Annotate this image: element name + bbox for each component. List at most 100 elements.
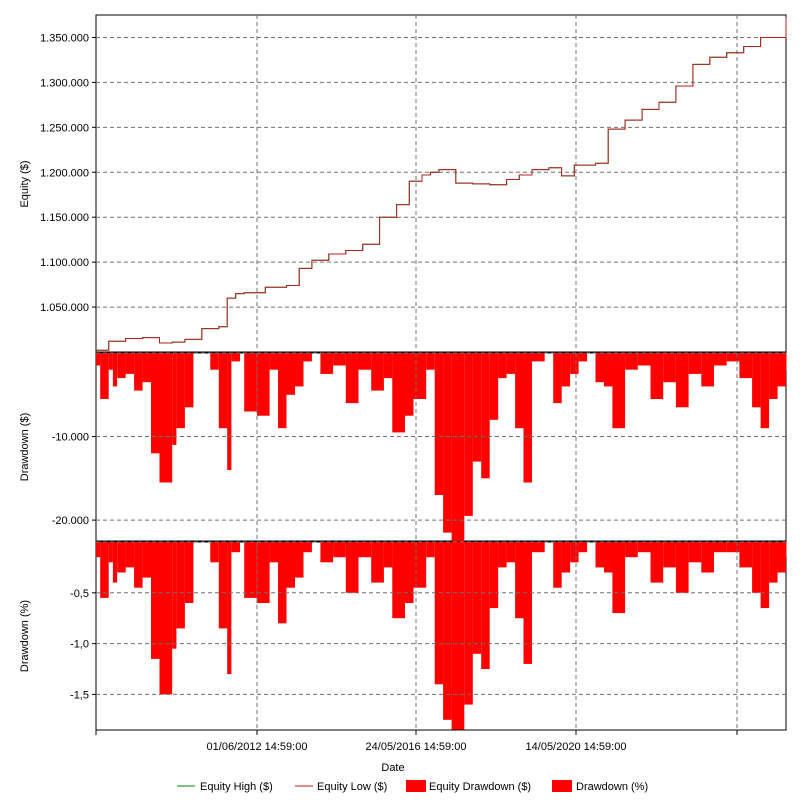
drawdown-pct-bar — [345, 542, 359, 593]
y-tick-label: 1.350.000 — [40, 32, 89, 44]
drawdown-usd-y-ticks: -10.000 -20.000 — [52, 432, 96, 527]
drawdown-usd-bar — [612, 353, 626, 429]
drawdown-usd-bar — [269, 353, 279, 370]
drawdown-usd-bar — [358, 353, 372, 370]
drawdown-usd-bar — [112, 353, 118, 387]
drawdown-pct-bar — [489, 542, 499, 609]
drawdown-usd-bar — [637, 353, 651, 366]
drawdown-pct-bar — [159, 542, 173, 695]
drawdown-pct-bar — [286, 542, 295, 588]
drawdown-pct-bar — [726, 542, 740, 553]
y-tick-label: 1.250.000 — [40, 122, 89, 134]
x-tick-label: 14/05/2020 14:59:00 — [526, 741, 627, 753]
drawdown-pct-bar — [786, 542, 787, 558]
drawdown-usd-bar — [714, 353, 727, 366]
drawdown-pct-bar — [472, 542, 482, 654]
legend-label-equity-low: Equity Low ($) — [317, 781, 387, 793]
y-tick-label: 1.100.000 — [40, 257, 89, 269]
drawdown-usd-bar — [472, 353, 482, 462]
drawdown-usd-bar — [595, 353, 604, 383]
drawdown-pct-bar — [612, 542, 626, 614]
drawdown-usd-bar — [760, 353, 770, 429]
drawdown-usd-bar — [650, 353, 664, 399]
drawdown-usd-bar — [176, 353, 185, 429]
legend: Equity High ($) Equity Low ($) Equity Dr… — [177, 780, 648, 793]
drawdown-usd-bar — [532, 353, 545, 362]
drawdown-usd-bar — [184, 353, 194, 408]
drawdown-usd-bar — [210, 353, 219, 370]
drawdown-pct-bar — [227, 542, 232, 675]
drawdown-usd-bar — [498, 353, 507, 379]
equity-plot-area — [95, 14, 787, 353]
drawdown-pct-bar — [752, 542, 761, 593]
drawdown-usd-bar — [256, 353, 270, 416]
drawdown-usd-bar — [172, 353, 177, 445]
drawdown-usd-bar — [578, 353, 588, 362]
drawdown-pct-bar — [184, 542, 194, 603]
legend-item-equity-low: Equity Low ($) — [295, 781, 387, 793]
x-axis: 01/06/2012 14:59:00 24/05/2016 14:59:00 … — [95, 729, 786, 774]
drawdown-pct-bar — [333, 542, 346, 558]
drawdown-pct-bar — [256, 542, 270, 603]
drawdown-usd-grid — [96, 352, 786, 541]
legend-item-equity-high: Equity High ($) — [177, 781, 273, 793]
drawdown-pct-bar — [269, 542, 279, 563]
drawdown-pct-bar — [176, 542, 185, 629]
drawdown-usd-bar — [443, 353, 452, 533]
drawdown-pct-bar — [125, 542, 135, 568]
y-tick-label: -0,5 — [70, 588, 89, 600]
drawdown-pct-bar — [426, 542, 435, 558]
legend-swatch-drawdown-pct — [552, 780, 572, 792]
legend-item-equity-drawdown: Equity Drawdown ($) — [406, 780, 531, 793]
drawdown-usd-bar — [125, 353, 135, 374]
drawdown-pct-y-axis-title: Drawdown (%) — [19, 600, 31, 672]
drawdown-usd-bar — [392, 353, 405, 433]
drawdown-pct-bar — [561, 542, 571, 573]
drawdown-usd-bar — [159, 353, 173, 483]
drawdown-usd-bar — [303, 353, 312, 362]
drawdown-usd-bar — [295, 353, 304, 387]
drawdown-pct-bar — [392, 542, 405, 619]
drawdown-pct-bar — [578, 542, 588, 553]
drawdown-pct-bar — [464, 542, 473, 705]
drawdown-usd-y-axis-title: Drawdown ($) — [19, 413, 31, 481]
drawdown-pct-bar — [595, 542, 604, 568]
drawdown-pct-bar — [303, 542, 312, 553]
drawdown-pct-bar — [434, 542, 444, 685]
drawdown-pct-bar — [481, 542, 490, 669]
legend-swatch-equity-drawdown — [406, 780, 426, 792]
drawdown-usd-bar — [151, 353, 160, 454]
drawdown-pct-bar — [637, 542, 651, 553]
drawdown-pct-bar — [151, 542, 160, 659]
drawdown-pct-bar — [451, 542, 465, 730]
drawdown-usd-bar — [523, 353, 532, 483]
drawdown-usd-bar — [227, 353, 232, 470]
drawdown-pct-bar — [413, 542, 427, 588]
drawdown-usd-bar — [769, 353, 778, 399]
drawdown-usd-bar — [100, 353, 109, 399]
equity-panel: 1.050.000 1.100.000 1.150.000 1.200.000 1.25… — [19, 14, 787, 353]
y-tick-label: 1.200.000 — [40, 167, 89, 179]
drawdown-pct-bar — [358, 542, 372, 558]
y-tick-label: -1,5 — [70, 689, 89, 701]
drawdown-pct-bar — [112, 542, 118, 583]
equity-line-1 — [96, 17, 787, 351]
drawdown-usd-bar — [320, 353, 334, 374]
drawdown-usd-bar — [481, 353, 490, 479]
drawdown-pct-bar — [320, 542, 334, 563]
drawdown-usd-bar — [383, 353, 393, 379]
drawdown-pct-bar — [498, 542, 507, 568]
drawdown-pct-bar — [218, 542, 228, 629]
drawdown-pct-bar — [650, 542, 664, 583]
drawdown-pct-bar — [760, 542, 770, 609]
drawdown-pct-bar — [117, 542, 126, 573]
drawdown-usd-bar — [96, 353, 101, 366]
drawdown-usd-bar — [570, 353, 579, 374]
y-tick-label: 1.050.000 — [40, 302, 89, 314]
drawdown-usd-bar — [506, 353, 516, 374]
drawdown-usd-bar — [108, 353, 113, 370]
drawdown-pct-bar — [777, 542, 786, 573]
drawdown-pct-bar — [405, 542, 414, 603]
drawdown-usd-bar — [413, 353, 427, 399]
